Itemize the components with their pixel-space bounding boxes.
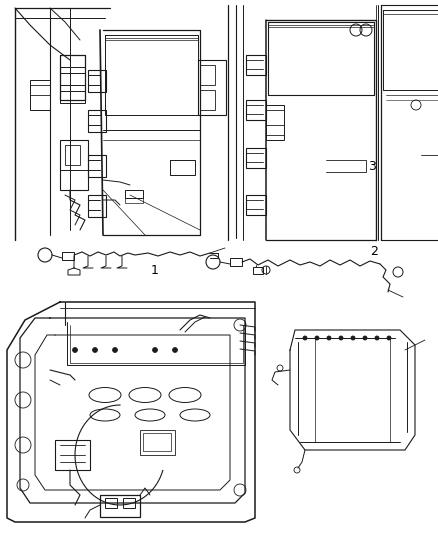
Bar	[60, 55, 85, 67]
Circle shape	[315, 336, 319, 340]
Bar	[105, 498, 117, 508]
Circle shape	[173, 348, 177, 352]
Circle shape	[152, 348, 158, 352]
Bar	[246, 195, 266, 215]
Bar	[60, 91, 85, 103]
Bar	[88, 70, 106, 92]
Circle shape	[92, 348, 98, 352]
Text: 3: 3	[368, 160, 376, 173]
Circle shape	[375, 336, 379, 340]
Bar	[65, 145, 80, 165]
Bar	[88, 195, 106, 217]
Bar	[230, 258, 242, 266]
Bar	[123, 498, 135, 508]
Circle shape	[351, 336, 355, 340]
Bar	[200, 65, 215, 85]
Bar	[55, 440, 90, 470]
Bar	[246, 148, 266, 168]
Circle shape	[113, 348, 117, 352]
Bar	[60, 140, 88, 190]
Bar	[246, 100, 266, 120]
Bar	[266, 105, 284, 140]
Circle shape	[73, 348, 78, 352]
Bar	[60, 73, 85, 85]
Bar	[253, 267, 263, 274]
Bar	[125, 190, 143, 198]
Bar	[88, 155, 106, 177]
Circle shape	[339, 336, 343, 340]
Bar	[198, 60, 226, 115]
Bar	[125, 198, 143, 203]
Bar	[200, 90, 215, 110]
Circle shape	[303, 336, 307, 340]
Bar	[30, 80, 50, 110]
Circle shape	[327, 336, 331, 340]
Circle shape	[363, 336, 367, 340]
Bar	[140, 430, 175, 455]
Bar	[143, 433, 171, 451]
Circle shape	[387, 336, 391, 340]
Bar	[88, 110, 106, 132]
Text: 1: 1	[151, 264, 159, 277]
Bar	[62, 252, 74, 260]
Text: 2: 2	[370, 245, 378, 258]
Bar	[246, 55, 266, 75]
Bar	[100, 495, 140, 517]
